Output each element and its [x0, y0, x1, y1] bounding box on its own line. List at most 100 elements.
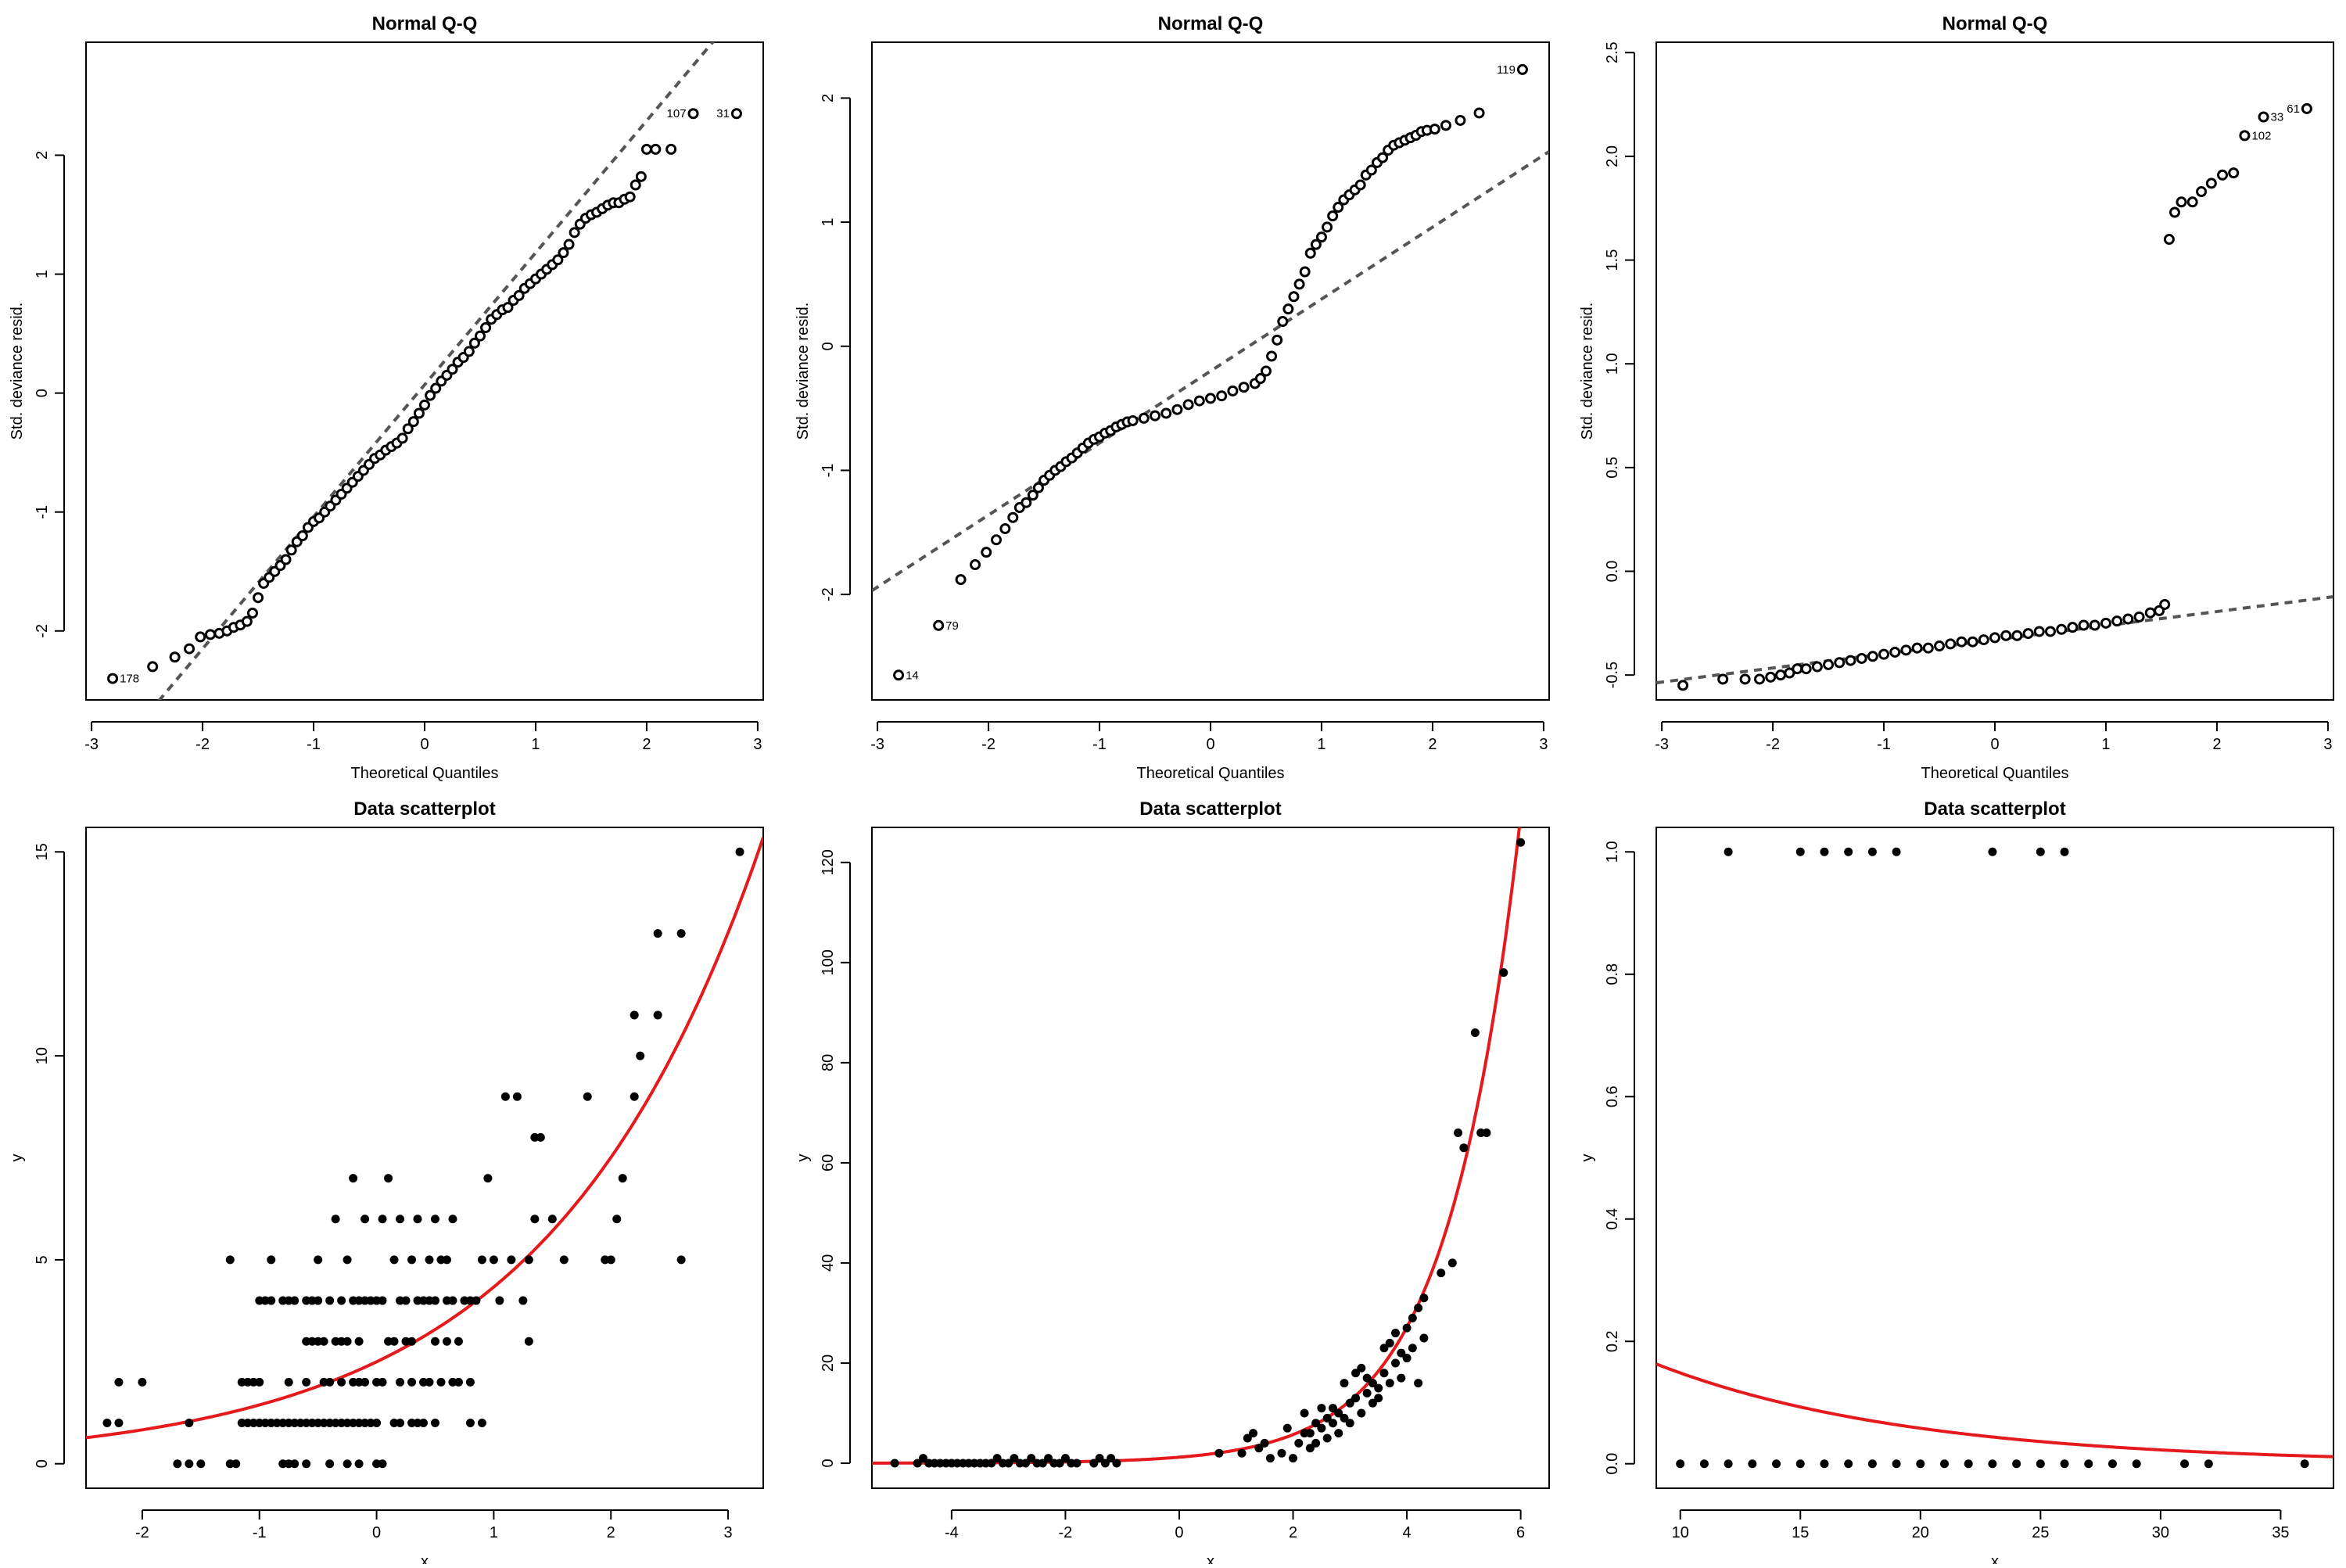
y-tick-label: 80 [820, 1054, 837, 1071]
data-point [1260, 365, 1272, 377]
data-point [687, 108, 699, 120]
data-point [430, 382, 442, 394]
data-point [378, 1459, 387, 1469]
data-point [425, 1377, 434, 1387]
data-point [2258, 111, 2269, 123]
data-point [1214, 1448, 1224, 1458]
data-point [1112, 1459, 1121, 1468]
data-point [981, 547, 992, 558]
data-point [1699, 1459, 1709, 1469]
y-tick-label: 0.8 [1604, 963, 1621, 985]
data-point [1377, 152, 1389, 163]
data-point [1447, 1258, 1457, 1268]
data-point [1032, 482, 1044, 493]
data-point [184, 643, 196, 655]
data-point [325, 1296, 335, 1305]
data-point [1867, 847, 1877, 856]
data-point [1227, 385, 1239, 396]
data-point [2239, 130, 2251, 142]
data-point [2228, 167, 2240, 179]
data-point [502, 302, 514, 314]
data-point [1160, 407, 1172, 419]
data-point [1322, 1413, 1332, 1423]
data-point [1266, 350, 1278, 362]
data-point [536, 1132, 545, 1142]
data-point [107, 673, 119, 684]
data-point [559, 1255, 569, 1265]
data-point [1315, 231, 1327, 243]
x-tick-label: 10 [1672, 1524, 1689, 1541]
data-point [1277, 316, 1289, 328]
y-axis-label: Std. deviance resid. [9, 303, 26, 440]
y-tick-label: 40 [820, 1254, 837, 1272]
y-tick-label: 5 [34, 1255, 51, 1264]
data-point [231, 1459, 241, 1469]
plot-frame [85, 827, 764, 1489]
data-point [1072, 1459, 1082, 1468]
data-point [612, 1215, 622, 1224]
chart-title: Normal Q-Q [372, 13, 478, 34]
data-point [1354, 179, 1366, 191]
x-axis-label: Theoretical Quantiles [1137, 765, 1285, 782]
data-point [246, 607, 258, 619]
data-point [1300, 1408, 1309, 1418]
data-point [147, 661, 159, 673]
data-point [1055, 1459, 1064, 1468]
data-point [569, 227, 580, 239]
data-point [337, 1377, 346, 1387]
x-tick-label: -2 [196, 736, 210, 753]
y-tick-label: -2 [820, 587, 837, 601]
data-point [465, 1377, 475, 1387]
data-point [447, 364, 458, 375]
data-point [1379, 1369, 1389, 1378]
data-point [1408, 1313, 1417, 1322]
data-point [1265, 1454, 1275, 1463]
x-axis-label: Theoretical Quantiles [351, 765, 499, 782]
data-point [1334, 1429, 1343, 1438]
y-tick-label: 15 [34, 843, 51, 860]
data-point [991, 534, 1003, 546]
data-point [2056, 623, 2068, 635]
data-point [1368, 1398, 1377, 1408]
y-tick-label: 2.0 [1604, 145, 1621, 167]
y-tick-label: 100 [820, 949, 837, 975]
data-point [1127, 414, 1139, 426]
data-point [552, 254, 564, 266]
data-point [1811, 661, 1823, 673]
y-axis-label: y [9, 1154, 26, 1162]
data-point [290, 1296, 300, 1305]
fitted-curve [1656, 1362, 2333, 1459]
x-tick-label: -2 [135, 1524, 149, 1541]
data-point [378, 1215, 387, 1224]
data-point [1272, 334, 1283, 346]
data-point [384, 1174, 393, 1183]
y-tick-label: 2 [820, 94, 837, 102]
data-point [1795, 847, 1805, 856]
data-point [1138, 412, 1150, 424]
y-tick-label: 1.5 [1604, 249, 1621, 271]
x-axis-label: x [1207, 1553, 1214, 1564]
data-point [1748, 1459, 1757, 1469]
y-tick-label: -0.5 [1604, 662, 1621, 688]
data-point [1304, 247, 1316, 259]
data-point [2163, 234, 2175, 246]
data-point [1765, 671, 1777, 683]
x-tick-label: 0 [1990, 736, 1999, 753]
data-point [1724, 1459, 1733, 1469]
data-point [1193, 395, 1205, 407]
data-point [2011, 630, 2023, 641]
x-tick-label: -1 [1092, 736, 1107, 753]
data-point [2000, 630, 2012, 641]
plot-area [872, 63, 1549, 681]
data-point [1327, 210, 1339, 222]
x-tick-label: 2 [607, 1524, 615, 1541]
data-point [442, 1255, 451, 1265]
data-point [407, 1255, 417, 1265]
data-point [970, 559, 981, 571]
data-point [2100, 617, 2111, 629]
x-tick-label: -2 [1766, 736, 1780, 753]
data-point [1867, 1459, 1877, 1469]
data-point [507, 1255, 516, 1265]
y-tick-label: 2 [34, 151, 51, 160]
data-point [253, 592, 264, 604]
